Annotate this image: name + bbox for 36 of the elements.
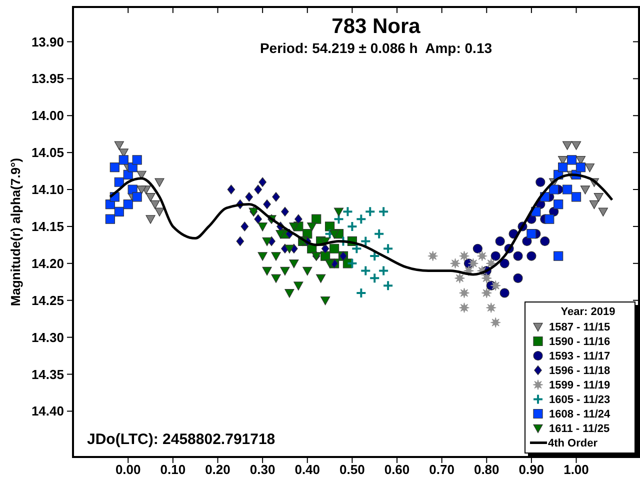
legend-label: 1611 - 11/25 xyxy=(549,423,610,436)
y-tick-label: 13.90 xyxy=(31,34,64,50)
legend-label: 1593 - 11/17 xyxy=(549,350,610,363)
legend-label: 1587 - 11/15 xyxy=(549,322,610,334)
legend-label: 1605 - 11/23 xyxy=(549,394,610,406)
legend-label: 1596 - 11/18 xyxy=(549,365,610,378)
x-tick-label: 0.00 xyxy=(115,462,141,477)
y-tick-label: 14.25 xyxy=(31,292,64,308)
y-tick-label: 14.20 xyxy=(31,256,64,271)
y-tick-label: 14.15 xyxy=(31,219,64,234)
legend-label: 1608 - 11/24 xyxy=(549,408,612,421)
x-tick-label: 0.10 xyxy=(160,462,186,477)
x-tick-label: 0.30 xyxy=(250,462,276,477)
y-tick-label: 14.05 xyxy=(31,145,64,160)
y-tick-label: 14.30 xyxy=(31,330,64,345)
y-tick-label: 14.35 xyxy=(31,366,64,382)
y-tick-label: 14.00 xyxy=(31,108,64,124)
x-tick-label: 0.60 xyxy=(384,462,410,477)
y-tick-label: 14.40 xyxy=(31,404,64,419)
annotation: JDo(LTC): 2458802.791718 xyxy=(87,431,276,448)
x-tick-label: 0.80 xyxy=(474,462,500,477)
chart-title: 783 Nora xyxy=(332,15,421,38)
x-tick-label: 1.00 xyxy=(564,462,589,477)
x-tick-label: 0.40 xyxy=(294,462,320,477)
x-tick-label: 0.70 xyxy=(429,462,454,477)
legend-title: Year: 2019 xyxy=(560,306,616,318)
legend-label: 4th Order xyxy=(548,438,598,450)
y-tick-label: 13.95 xyxy=(31,71,64,86)
x-tick-label: 0.20 xyxy=(205,462,230,477)
legend-label: 1590 - 11/16 xyxy=(549,336,610,348)
text: Period: 54.219 ± 0.086 h Amp: 0.13 xyxy=(260,40,492,56)
x-tick-label: 0.90 xyxy=(518,462,544,477)
y-axis-title: Magnitude(r) alpha(7.9°) xyxy=(8,158,23,306)
y-tick-label: 14.10 xyxy=(31,182,64,198)
legend-label: 1599 - 11/19 xyxy=(549,380,610,392)
x-tick-label: 0.50 xyxy=(340,462,365,477)
